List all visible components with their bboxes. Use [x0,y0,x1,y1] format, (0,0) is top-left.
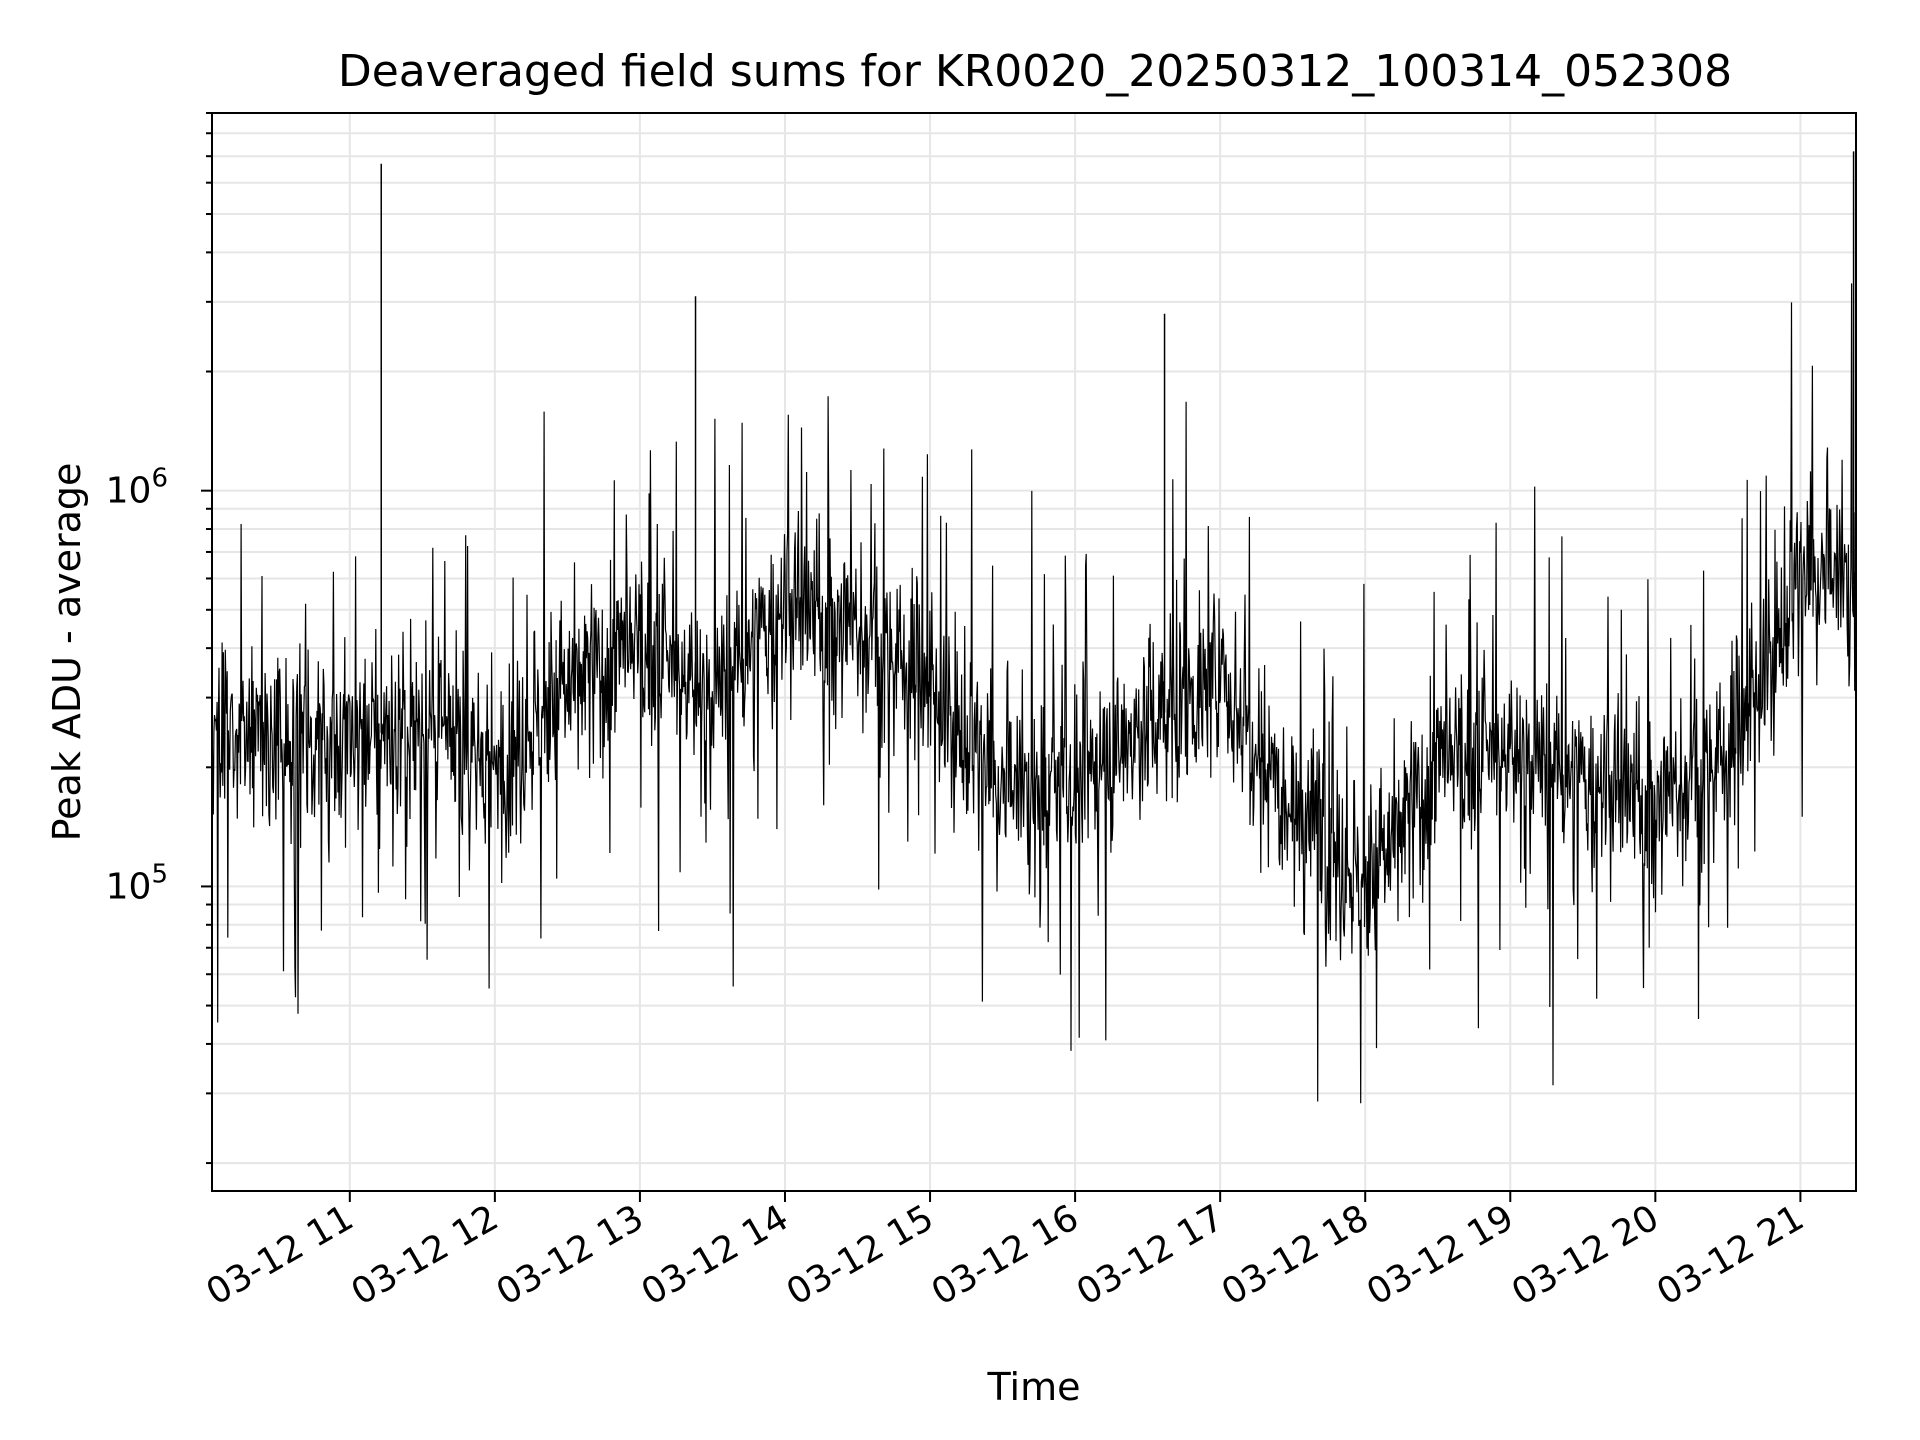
x-tick-label: 03-12 13 [490,1197,651,1313]
chart-title: Deaveraged field sums for KR0020_2025031… [338,46,1732,97]
plot-frame [211,112,1857,1192]
x-tick-label: 03-12 18 [1215,1197,1376,1313]
x-axis-label: Time [987,1365,1081,1409]
x-tick-label: 03-12 14 [635,1197,796,1313]
x-tick-label: 03-12 17 [1070,1197,1231,1313]
x-tick-label: 03-12 15 [780,1197,941,1313]
x-tick-label: 03-12 19 [1360,1197,1521,1313]
x-tick-label: 03-12 12 [345,1197,506,1313]
y-axis: 105 106 [106,112,212,1165]
series-line [211,283,1857,1104]
x-tick-label: 03-12 21 [1650,1197,1811,1313]
grid [212,112,1856,1191]
x-tick-label: 03-12 11 [200,1197,361,1313]
y-tick-label: 105 [106,859,168,907]
x-tick-label: 03-12 20 [1505,1197,1666,1313]
y-tick-label: 106 [106,464,168,512]
series-group [211,151,1857,1104]
y-axis-label: Peak ADU - average [45,463,89,842]
x-tick-label: 03-12 16 [925,1197,1086,1313]
